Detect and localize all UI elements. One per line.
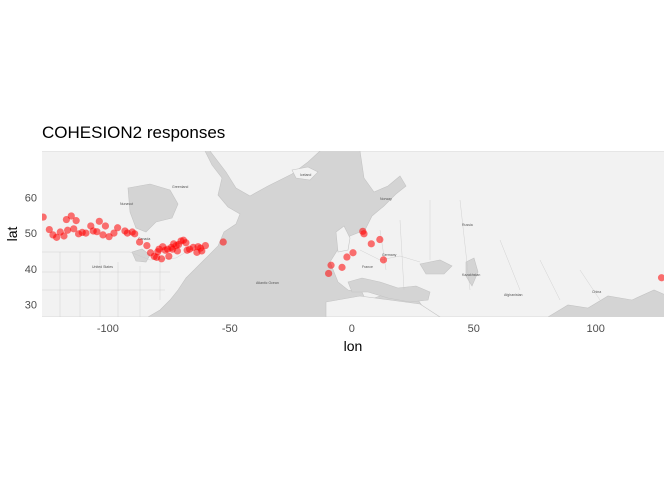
x-tick-label: 50	[468, 323, 480, 335]
data-point	[45, 225, 53, 234]
y-tick-label: 40	[25, 264, 37, 276]
data-point	[165, 252, 173, 260]
land-greenland	[209, 151, 321, 197]
svg-text:China: China	[592, 290, 601, 294]
data-point	[349, 249, 357, 257]
svg-text:Greenland: Greenland	[172, 185, 188, 189]
land-british-isles	[335, 225, 351, 253]
land-north-america	[42, 151, 241, 317]
data-point	[131, 230, 139, 238]
data-point	[95, 217, 103, 225]
data-point	[82, 229, 90, 237]
y-tick-label: 30	[25, 300, 37, 312]
data-point	[60, 232, 68, 240]
data-points	[42, 212, 664, 282]
x-axis: -100 -50 0 50 100	[97, 323, 605, 335]
data-point	[64, 226, 72, 234]
basemap: Nunavut Greenland Canada United States A…	[42, 151, 664, 317]
data-point	[360, 230, 368, 238]
x-tick-label: -50	[222, 323, 238, 335]
data-point	[343, 253, 351, 261]
hudson-bay	[127, 183, 179, 233]
data-point	[72, 217, 80, 225]
border-us-canada	[42, 245, 197, 261]
data-point	[182, 239, 190, 247]
map-labels: Nunavut Greenland Canada United States A…	[92, 173, 601, 297]
data-point	[101, 222, 110, 230]
data-point	[376, 235, 384, 244]
y-tick-label: 60	[25, 192, 37, 204]
caspian-sea	[465, 257, 479, 287]
data-point	[379, 256, 388, 264]
svg-text:Norway: Norway	[380, 197, 392, 201]
data-point	[42, 213, 47, 221]
great-lakes	[131, 248, 151, 263]
svg-text:United States: United States	[92, 265, 113, 269]
data-point	[99, 231, 107, 239]
borders	[42, 199, 601, 317]
data-point	[143, 242, 151, 250]
y-tick-label: 50	[25, 228, 37, 240]
svg-text:Canada: Canada	[138, 237, 150, 241]
data-point	[338, 263, 346, 271]
black-sea	[419, 259, 453, 275]
state-borders	[42, 252, 170, 317]
land-masses	[42, 151, 664, 317]
y-axis: 30 40 50 60	[25, 192, 37, 311]
data-point	[53, 233, 61, 241]
svg-text:Russia: Russia	[462, 223, 473, 227]
data-point	[114, 224, 122, 232]
x-axis-label: lon	[344, 338, 363, 354]
data-point	[327, 261, 335, 269]
svg-text:Germany: Germany	[382, 253, 397, 257]
data-point	[198, 247, 206, 255]
y-axis-label: lat	[4, 227, 20, 242]
data-point	[201, 242, 210, 250]
svg-text:Kazakhstan: Kazakhstan	[462, 273, 480, 277]
data-point	[110, 229, 118, 237]
svg-text:Nunavut: Nunavut	[120, 202, 133, 206]
data-point	[157, 255, 166, 263]
data-point	[173, 247, 181, 255]
data-point	[135, 238, 144, 246]
chart-title: COHESION2 responses	[42, 123, 225, 142]
data-point	[93, 228, 101, 236]
data-point	[67, 212, 75, 220]
european-borders	[359, 199, 601, 301]
x-tick-label: 0	[349, 323, 355, 335]
svg-text:France: France	[362, 265, 373, 269]
data-point	[367, 240, 375, 248]
land-iceland	[291, 166, 319, 181]
data-point	[219, 238, 227, 246]
svg-text:Atlantic Ocean: Atlantic Ocean	[256, 281, 279, 285]
data-point	[325, 269, 333, 278]
x-tick-label: -100	[97, 323, 119, 335]
mediterranean	[347, 277, 431, 303]
data-point	[70, 225, 78, 233]
land-africa	[325, 295, 441, 317]
svg-text:Iceland: Iceland	[300, 173, 311, 177]
svg-text:Afghanistan: Afghanistan	[504, 293, 523, 297]
x-tick-label: 100	[587, 323, 605, 335]
data-point	[657, 274, 664, 282]
